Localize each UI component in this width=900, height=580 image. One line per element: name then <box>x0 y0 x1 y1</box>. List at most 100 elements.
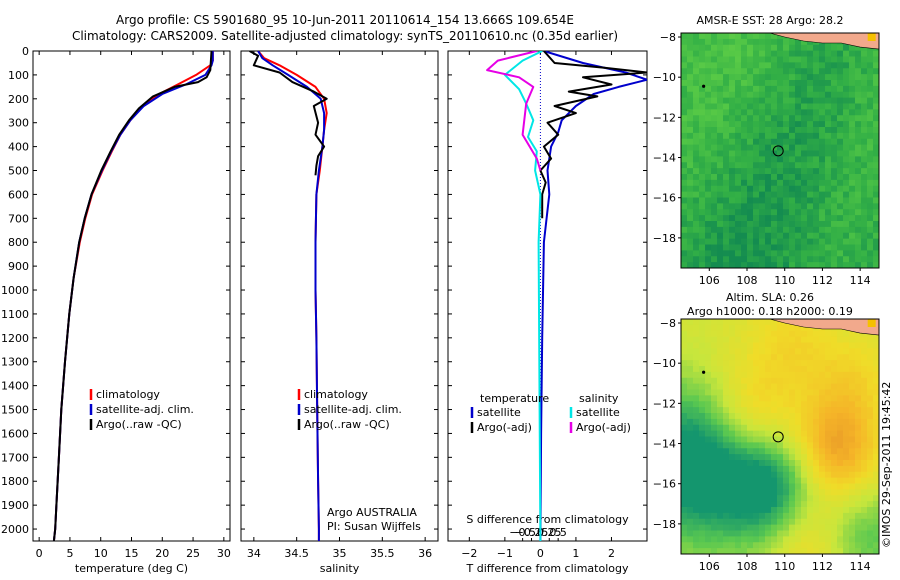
map-cell <box>711 215 718 222</box>
sst-map-title: AMSR-E SST: 28 Argo: 28.2 <box>696 14 844 27</box>
map-cell <box>873 232 879 240</box>
map-cell <box>771 162 778 169</box>
map-cell <box>741 62 748 69</box>
map-cell <box>777 115 784 122</box>
map-cell <box>765 156 772 163</box>
map-cell <box>723 215 730 222</box>
map-cell <box>753 127 760 134</box>
map-cell <box>783 383 790 390</box>
map-cell <box>681 203 688 210</box>
map-cell <box>705 418 712 426</box>
map-cell <box>819 407 826 414</box>
map-cell <box>789 56 796 63</box>
map-cell <box>711 413 718 420</box>
map-cell <box>747 512 754 520</box>
map-cell <box>849 91 856 99</box>
map-cell <box>789 454 796 461</box>
map-cell <box>771 424 778 432</box>
map-cell <box>681 424 688 432</box>
map-cell <box>831 507 838 514</box>
map-cell <box>771 80 778 87</box>
salinity-panel: 34 34.5 35 35.5 36salinityclimatologysatelli… <box>240 50 439 575</box>
map-cell <box>723 454 730 461</box>
map-cell <box>753 109 760 116</box>
map-cell <box>849 512 856 520</box>
map-cell <box>717 330 724 338</box>
map-cell <box>723 536 730 543</box>
map-cell <box>747 232 754 240</box>
map-cell <box>849 524 856 531</box>
map-cell <box>759 401 766 408</box>
map-cell <box>771 442 778 449</box>
map-cell <box>741 366 748 373</box>
map-cell <box>759 91 766 99</box>
map-cell <box>855 436 862 443</box>
map-cell <box>837 371 844 379</box>
difference-xtick-label: 0 <box>537 547 544 560</box>
map-cell <box>747 209 754 216</box>
map-cell <box>861 448 868 455</box>
map-cell <box>849 460 856 467</box>
map-cell <box>681 418 688 426</box>
difference-xtick-label: 2 <box>608 547 615 560</box>
map-cell <box>687 33 694 40</box>
map-cell <box>795 144 802 151</box>
map-cell <box>849 132 856 140</box>
map-cell <box>813 109 820 116</box>
map-cell <box>765 162 772 169</box>
map-cell <box>795 489 802 496</box>
map-cell <box>813 518 820 526</box>
map-cell <box>807 389 814 396</box>
map-cell <box>717 50 724 57</box>
map-cell <box>705 121 712 128</box>
map-cell <box>795 348 802 355</box>
map-cell <box>693 407 700 414</box>
map-cell <box>687 407 694 414</box>
map-cell <box>717 501 724 508</box>
salinity-annotation: Argo AUSTRALIA <box>327 506 417 519</box>
map-cell <box>801 548 808 554</box>
map-cell <box>819 144 826 151</box>
map-cell <box>723 407 730 414</box>
map-cell <box>861 383 868 390</box>
map-cell <box>843 460 850 467</box>
map-cell <box>825 501 832 508</box>
map-cell <box>693 85 700 93</box>
map-cell <box>705 324 712 332</box>
map-cell <box>771 44 778 52</box>
map-cell <box>837 542 844 549</box>
map-cell <box>813 203 820 210</box>
map-cell <box>735 226 742 234</box>
map-cell <box>783 324 790 332</box>
map-cell <box>783 354 790 361</box>
map-cell <box>825 262 832 268</box>
map-cell <box>753 360 760 367</box>
map-cell <box>687 389 694 396</box>
map-cell <box>717 512 724 520</box>
map-cell <box>783 336 790 343</box>
map-cell <box>741 460 748 467</box>
map-cell <box>801 85 808 93</box>
map-cell <box>753 103 760 110</box>
map-cell <box>795 360 802 367</box>
map-cell <box>687 524 694 531</box>
map-cell <box>747 103 754 110</box>
map-cell <box>687 442 694 449</box>
map-cell <box>705 62 712 69</box>
map-cell <box>837 507 844 514</box>
map-cell <box>753 501 760 508</box>
map-cell <box>759 366 766 373</box>
map-cell <box>699 74 706 81</box>
map-cell <box>771 330 778 338</box>
map-cell <box>717 85 724 93</box>
map-cell <box>753 44 760 52</box>
map-cell <box>687 91 694 99</box>
map-cell <box>735 244 742 251</box>
map-cell <box>813 460 820 467</box>
difference-legend-group-title: salinity <box>579 392 619 405</box>
map-cell <box>783 50 790 57</box>
map-cell <box>705 524 712 531</box>
map-cell <box>813 144 820 151</box>
map-cell <box>813 226 820 234</box>
map-cell <box>699 80 706 87</box>
